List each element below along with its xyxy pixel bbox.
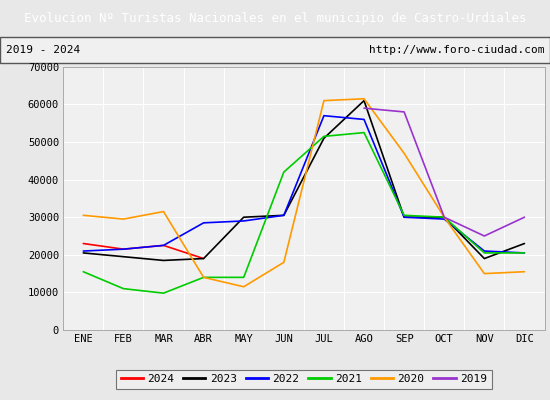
2020 [521,269,528,274]
2019 [401,110,408,114]
2024 [200,256,207,261]
2022 [80,249,86,254]
2023 [521,241,528,246]
Line: 2019: 2019 [364,108,525,236]
2021 [401,213,408,218]
2021 [521,250,528,255]
2020 [321,98,327,103]
2024 [160,243,167,248]
2020 [120,217,127,222]
2021 [321,134,327,139]
2020 [240,284,247,289]
Line: 2022: 2022 [83,116,525,253]
2020 [200,275,207,280]
2023 [321,136,327,141]
2022 [160,243,167,248]
2023 [80,250,86,255]
2020 [160,209,167,214]
2024 [120,247,127,252]
Line: 2024: 2024 [83,244,204,258]
2022 [361,117,367,122]
2019 [521,215,528,220]
2021 [80,269,86,274]
2020 [401,151,408,156]
2019 [361,106,367,110]
2021 [120,286,127,291]
2023 [441,215,448,220]
2022 [240,218,247,223]
2021 [361,130,367,135]
2022 [521,250,528,255]
Text: http://www.foro-ciudad.com: http://www.foro-ciudad.com [369,45,544,55]
2024 [80,241,86,246]
2021 [240,275,247,280]
2023 [120,254,127,259]
FancyBboxPatch shape [0,37,550,63]
Text: Evolucion Nº Turistas Nacionales en el municipio de Castro-Urdiales: Evolucion Nº Turistas Nacionales en el m… [24,12,526,25]
2019 [481,234,488,238]
2022 [401,215,408,220]
2023 [160,258,167,263]
2020 [361,96,367,101]
2022 [481,249,488,254]
2020 [481,271,488,276]
Line: 2020: 2020 [83,99,525,287]
2022 [441,217,448,222]
Text: 2019 - 2024: 2019 - 2024 [6,45,80,55]
2020 [280,260,287,265]
2023 [481,256,488,261]
2021 [200,275,207,280]
2022 [321,113,327,118]
2020 [80,213,86,218]
2021 [481,250,488,255]
2020 [441,215,448,220]
2022 [200,220,207,225]
2022 [120,247,127,252]
2023 [200,256,207,261]
2019 [441,215,448,220]
Legend: 2024, 2023, 2022, 2021, 2020, 2019: 2024, 2023, 2022, 2021, 2020, 2019 [116,370,492,389]
2023 [280,213,287,218]
Line: 2023: 2023 [83,101,525,260]
2021 [280,170,287,174]
2023 [240,215,247,220]
2021 [160,291,167,296]
2021 [441,215,448,220]
2022 [280,213,287,218]
Line: 2021: 2021 [83,133,525,293]
2023 [361,98,367,103]
2023 [401,215,408,220]
